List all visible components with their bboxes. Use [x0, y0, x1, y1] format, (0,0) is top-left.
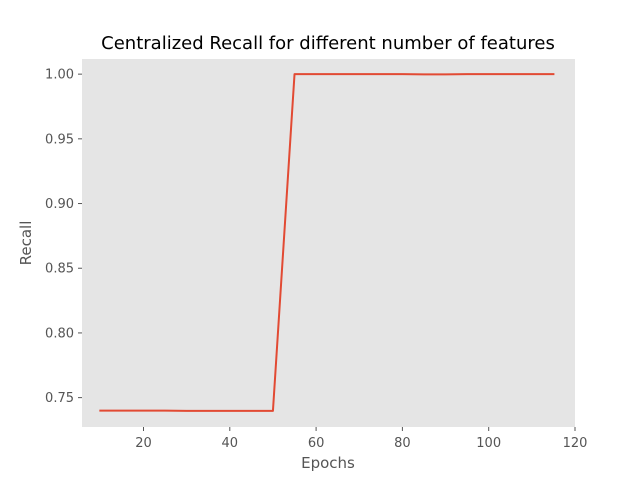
y-axis: 0.75 0.80 0.85 0.90 0.95 1.00 [45, 68, 82, 406]
y-axis-label: Recall [17, 221, 35, 266]
x-tick-label: 100 [476, 436, 501, 451]
y-tick-label: 0.75 [45, 391, 74, 406]
y-tick-label: 0.85 [45, 262, 74, 277]
y-tick-label: 0.95 [45, 132, 74, 147]
x-tick-label: 40 [222, 436, 239, 451]
chart-title: Centralized Recall for different number … [101, 33, 555, 54]
x-tick-label: 120 [563, 436, 588, 451]
x-tick-label: 60 [308, 436, 325, 451]
x-tick-label: 80 [394, 436, 411, 451]
series-layer [99, 73, 555, 412]
x-axis: 20 40 60 80 100 120 [135, 427, 587, 451]
x-tick-label: 20 [135, 436, 152, 451]
recall-series-line [99, 73, 555, 412]
y-tick-label: 0.80 [45, 326, 74, 341]
x-axis-label: Epochs [301, 454, 355, 472]
plot-area [82, 59, 575, 427]
y-tick-label: 0.90 [45, 197, 74, 212]
y-tick-label: 1.00 [45, 68, 74, 83]
